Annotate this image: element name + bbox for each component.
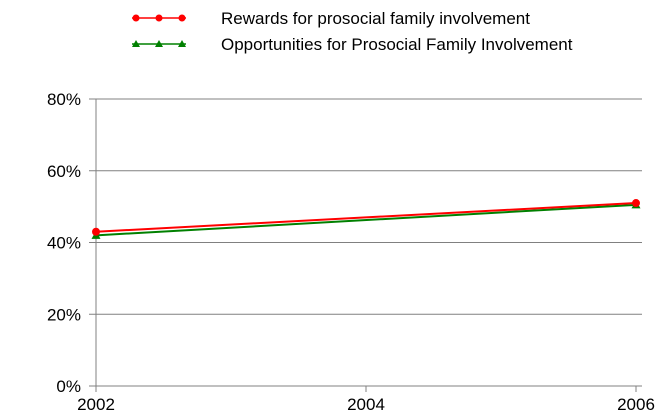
legend-marker-opportunities xyxy=(178,40,186,47)
series-layer xyxy=(91,199,641,239)
legend-label-rewards: Rewards for prosocial family involvement xyxy=(221,9,530,28)
y-tick-labels: 0% 20% 40% 60% 80% xyxy=(47,90,81,396)
y-tick-label: 80% xyxy=(47,90,81,109)
series-line xyxy=(95,203,637,237)
legend-entry-rewards: Rewards for prosocial family involvement xyxy=(132,9,530,28)
data-point xyxy=(632,199,640,208)
y-tick-label: 40% xyxy=(47,234,81,253)
legend-label-opportunities: Opportunities for Prosocial Family Invol… xyxy=(221,35,573,54)
x-tick-label: 2006 xyxy=(617,395,655,414)
x-tick-label: 2002 xyxy=(77,395,115,414)
series-line xyxy=(95,202,637,233)
legend-marker-rewards xyxy=(155,14,163,22)
y-tick-label: 20% xyxy=(47,305,81,324)
legend-marker-opportunities xyxy=(155,40,163,47)
gridlines xyxy=(96,98,642,315)
legend: Rewards for prosocial family involvement… xyxy=(132,9,573,54)
legend-marker-rewards xyxy=(178,14,186,22)
x-tick-label: 2004 xyxy=(347,395,385,414)
legend-entry-opportunities: Opportunities for Prosocial Family Invol… xyxy=(132,35,573,54)
legend-marker-opportunities xyxy=(132,40,140,47)
y-tick-label: 60% xyxy=(47,162,81,181)
axes xyxy=(89,98,642,392)
data-point xyxy=(92,227,100,236)
legend-marker-rewards xyxy=(132,14,140,22)
y-tick-label: 0% xyxy=(56,377,81,396)
x-tick-labels: 2002 2004 2006 xyxy=(77,395,655,414)
